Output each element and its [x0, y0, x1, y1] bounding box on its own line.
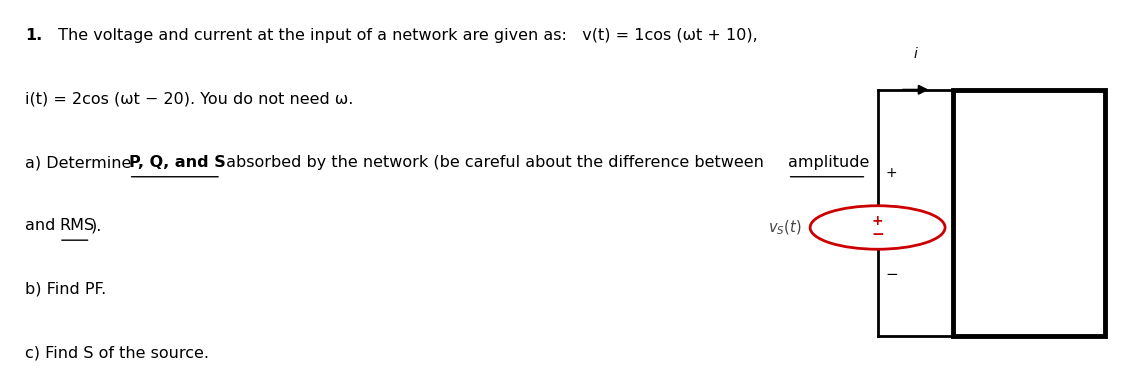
- Text: +: +: [871, 214, 884, 228]
- Text: b) Find PF.: b) Find PF.: [25, 282, 106, 297]
- Circle shape: [810, 206, 945, 249]
- Text: absorbed by the network (be careful about the difference between: absorbed by the network (be careful abou…: [221, 155, 768, 170]
- Text: i(t) = 2cos (ωt − 20). You do not need ω.: i(t) = 2cos (ωt − 20). You do not need ω…: [25, 92, 354, 107]
- Text: i: i: [914, 47, 918, 61]
- Text: +: +: [886, 166, 897, 180]
- Text: −: −: [871, 227, 884, 241]
- Text: −: −: [886, 267, 898, 282]
- Bar: [953, 90, 1105, 336]
- Text: P, Q, and S: P, Q, and S: [129, 155, 226, 170]
- Text: ).: ).: [90, 219, 102, 233]
- Text: amplitude: amplitude: [788, 155, 869, 170]
- Text: a) Determine: a) Determine: [25, 155, 137, 170]
- Text: RMS: RMS: [59, 219, 94, 233]
- Text: 1.: 1.: [25, 28, 43, 43]
- Text: c) Find S of the source.: c) Find S of the source.: [25, 345, 209, 360]
- Text: and: and: [25, 219, 61, 233]
- Text: $v_S(t)$: $v_S(t)$: [767, 218, 801, 237]
- Text: The voltage and current at the input of a network are given as:   v(t) = 1cos (ω: The voltage and current at the input of …: [53, 28, 758, 43]
